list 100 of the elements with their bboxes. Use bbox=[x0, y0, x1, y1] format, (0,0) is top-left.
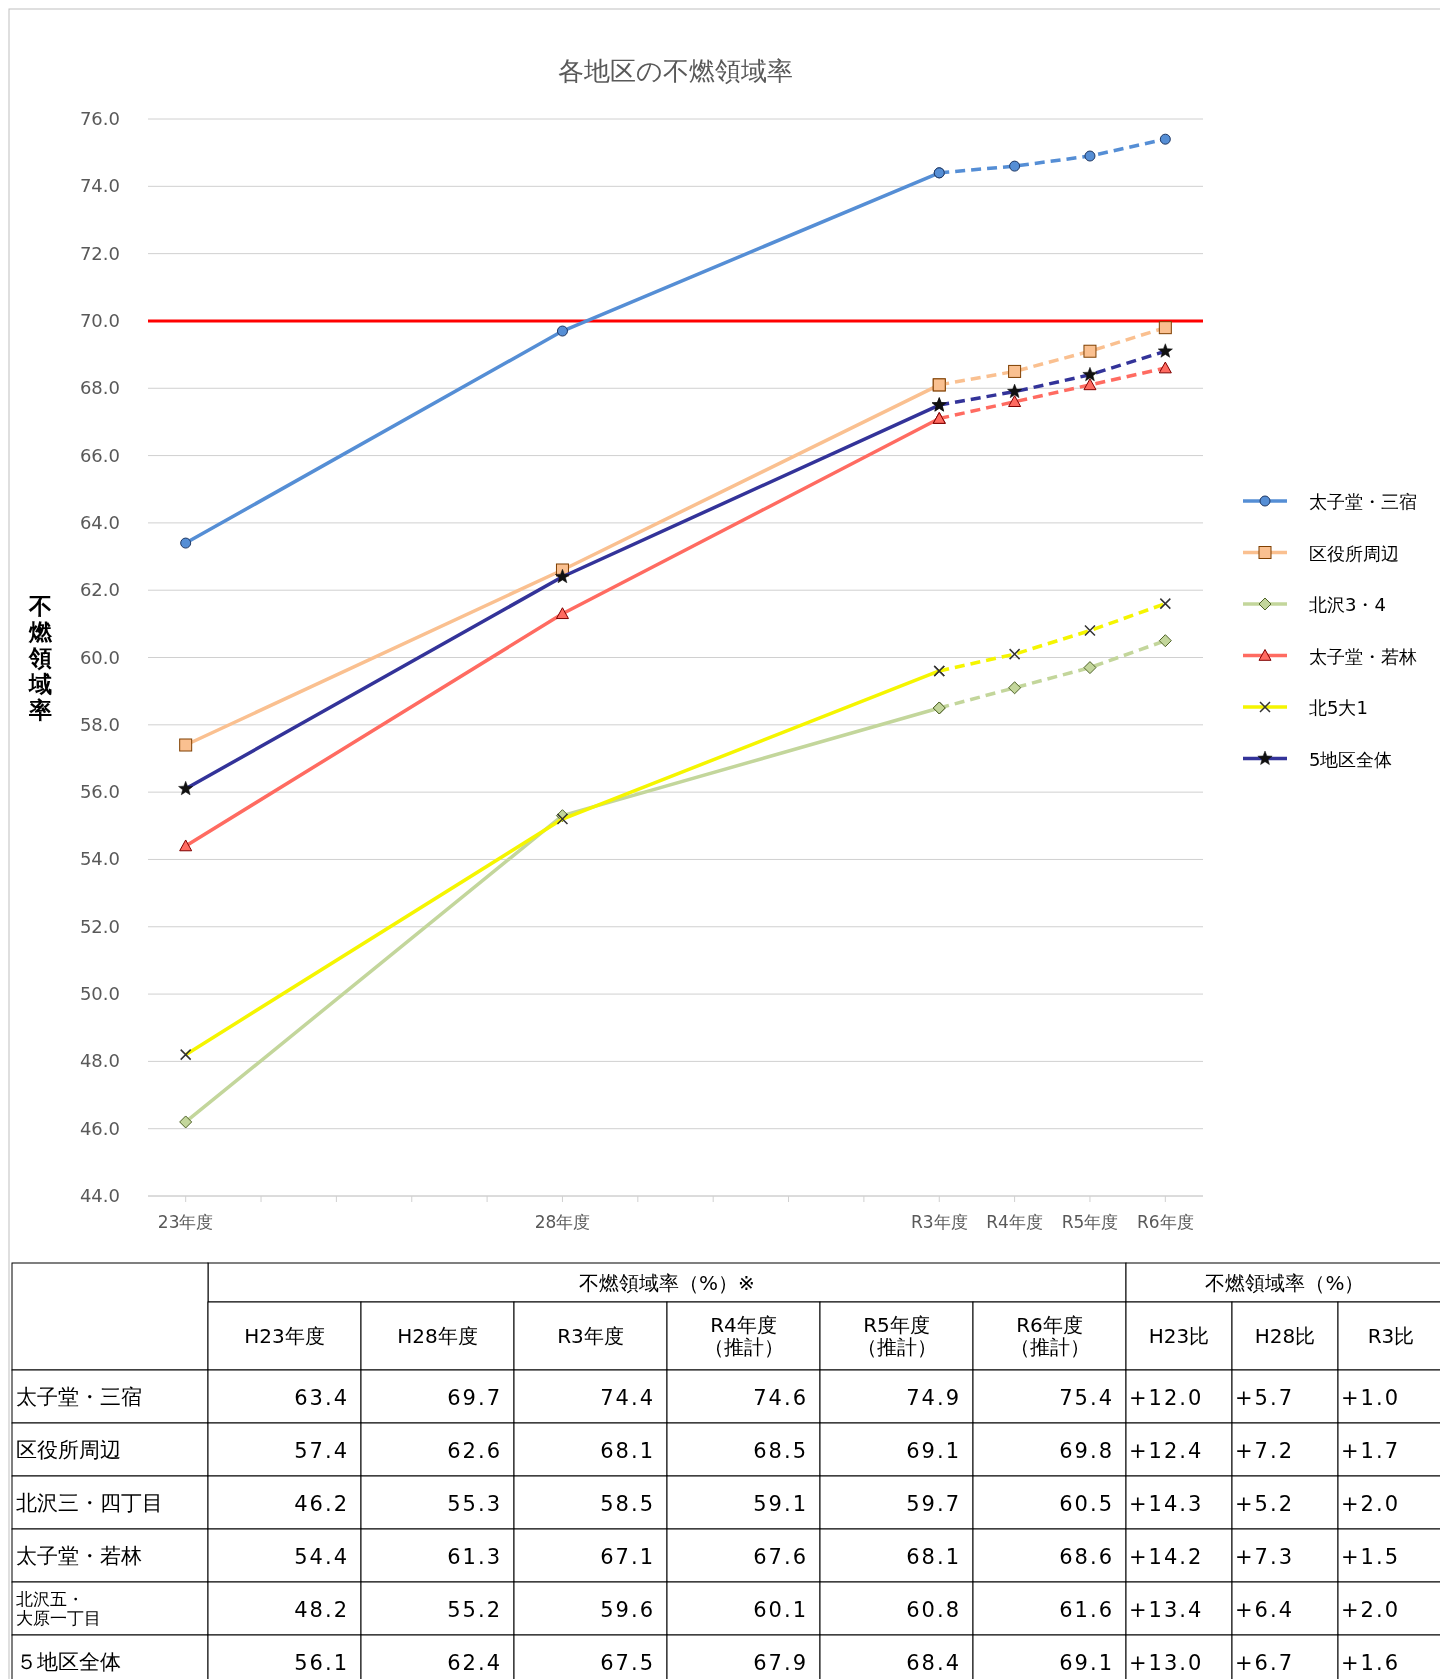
y-tick-label: 74.0 bbox=[79, 175, 120, 197]
data-label: 54.4 bbox=[294, 1544, 349, 1569]
y-tick-label: 58.0 bbox=[79, 713, 120, 735]
data-label: 61.6 bbox=[1059, 1597, 1114, 1622]
data-label: +12.4 bbox=[1129, 1438, 1204, 1463]
legend-label: 北沢3・4 bbox=[1309, 594, 1386, 615]
data-label: 57.4 bbox=[294, 1438, 349, 1463]
data-label: +2.0 bbox=[1341, 1597, 1400, 1622]
data-label: +12.0 bbox=[1129, 1385, 1204, 1410]
legend-label: 区役所周辺 bbox=[1309, 542, 1399, 564]
x-tick-label: R6年度 bbox=[1137, 1212, 1194, 1232]
data-label: +14.2 bbox=[1129, 1544, 1204, 1569]
x-tick-label: R4年度 bbox=[986, 1212, 1043, 1232]
data-label: +1.6 bbox=[1341, 1650, 1400, 1675]
data-label: 74.9 bbox=[906, 1385, 961, 1410]
data-label: 60.8 bbox=[906, 1597, 961, 1622]
y-tick-label: 54.0 bbox=[79, 848, 120, 870]
data-label: +1.0 bbox=[1341, 1385, 1400, 1410]
y-tick-label: 76.0 bbox=[79, 108, 120, 129]
y-tick-label: 北沢五・大原一丁目 bbox=[16, 1589, 101, 1628]
legend-label: 太子堂・三宿 bbox=[1309, 491, 1417, 512]
data-label: 68.5 bbox=[753, 1438, 808, 1463]
data-label: +6.4 bbox=[1235, 1597, 1294, 1622]
y-tick-label: ５地区全体 bbox=[16, 1649, 121, 1674]
data-label: +2.0 bbox=[1341, 1491, 1400, 1516]
data-label: 69.1 bbox=[1059, 1650, 1114, 1675]
data-label: 59.6 bbox=[600, 1597, 655, 1622]
data-label: 48.2 bbox=[294, 1597, 349, 1622]
data-label: 46.2 bbox=[294, 1491, 349, 1516]
y-tick-label: 太子堂・三宿 bbox=[16, 1384, 142, 1409]
data-label: 68.6 bbox=[1059, 1544, 1114, 1569]
legend-label: 太子堂・若林 bbox=[1309, 645, 1417, 667]
data-label: 67.9 bbox=[753, 1650, 808, 1675]
data-label: 69.7 bbox=[447, 1385, 502, 1410]
x-tick-label: H23比 bbox=[1148, 1324, 1210, 1348]
data-label: +13.4 bbox=[1129, 1597, 1204, 1622]
data-label: 55.2 bbox=[447, 1597, 502, 1622]
x-tick-label: R3年度 bbox=[557, 1324, 624, 1348]
y-tick-label: 56.0 bbox=[79, 781, 120, 803]
legend-label: 北5大1 bbox=[1309, 697, 1368, 718]
data-label: 68.1 bbox=[906, 1544, 961, 1569]
x-tick-label: 28年度 bbox=[534, 1212, 591, 1232]
data-label: 67.5 bbox=[600, 1650, 655, 1675]
y-tick-label: 北沢三・四丁目 bbox=[16, 1490, 163, 1515]
y-tick-label: 太子堂・若林 bbox=[16, 1543, 142, 1568]
data-label: 56.1 bbox=[294, 1650, 349, 1675]
data-label: 69.8 bbox=[1059, 1438, 1114, 1463]
data-label: 68.4 bbox=[906, 1650, 961, 1675]
data-label: 69.1 bbox=[906, 1438, 961, 1463]
data-label: +13.0 bbox=[1129, 1650, 1204, 1675]
x-tick-label: 23年度 bbox=[157, 1212, 214, 1232]
y-tick-label: 52.0 bbox=[79, 915, 120, 937]
y-axis-title: 不燃領域率 bbox=[27, 592, 53, 723]
y-tick-label: 62.0 bbox=[79, 579, 120, 601]
x-tick-label: R5年度 bbox=[1061, 1212, 1119, 1232]
y-tick-label: 72.0 bbox=[79, 242, 120, 264]
y-tick-label: 46.0 bbox=[79, 1117, 120, 1139]
data-label: 63.4 bbox=[294, 1385, 349, 1410]
data-label: 60.5 bbox=[1059, 1491, 1114, 1516]
y-tick-label: 48.0 bbox=[79, 1050, 120, 1072]
y-tick-label: 68.0 bbox=[79, 377, 120, 399]
data-label: 74.4 bbox=[600, 1385, 655, 1410]
x-tick-label: H28年度 bbox=[397, 1324, 478, 1348]
y-tick-label: 44.0 bbox=[79, 1185, 120, 1206]
x-tick-label: H28比 bbox=[1254, 1324, 1316, 1348]
y-tick-label: 50.0 bbox=[79, 983, 120, 1005]
y-tick-label: 70.0 bbox=[79, 309, 120, 331]
x-tick-label: R5年度（推計） bbox=[856, 1313, 937, 1359]
data-label: +6.7 bbox=[1235, 1650, 1294, 1675]
data-label: +14.3 bbox=[1129, 1491, 1204, 1516]
data-label: +5.7 bbox=[1235, 1385, 1294, 1410]
data-label: 59.7 bbox=[906, 1491, 961, 1516]
x-tick-label: H23年度 bbox=[244, 1324, 325, 1348]
text: 不燃領域率（%） bbox=[1205, 1271, 1365, 1295]
x-tick-label: R4年度（推計） bbox=[703, 1313, 784, 1359]
data-label: +7.2 bbox=[1235, 1438, 1294, 1463]
data-label: 67.6 bbox=[753, 1544, 808, 1569]
y-tick-label: 60.0 bbox=[79, 646, 120, 668]
data-label: 62.4 bbox=[447, 1650, 502, 1675]
data-label: 58.5 bbox=[600, 1491, 655, 1516]
data-label: 67.1 bbox=[600, 1544, 655, 1569]
data-label: 68.1 bbox=[600, 1438, 655, 1463]
data-label: 74.6 bbox=[753, 1385, 808, 1410]
text: 不燃領域率（%）※ bbox=[579, 1271, 755, 1295]
chart-title: 各地区の不燃領域率 bbox=[558, 56, 793, 86]
x-tick-label: R6年度（推計） bbox=[1009, 1313, 1090, 1359]
data-label: +1.5 bbox=[1341, 1544, 1400, 1569]
data-label: 60.1 bbox=[753, 1597, 808, 1622]
x-tick-label: R3年度 bbox=[910, 1212, 968, 1232]
y-tick-label: 64.0 bbox=[79, 511, 120, 533]
legend-label: 5地区全体 bbox=[1309, 748, 1393, 770]
data-label: 62.6 bbox=[447, 1438, 502, 1463]
data-label: +5.2 bbox=[1235, 1491, 1294, 1516]
y-tick-label: 66.0 bbox=[79, 444, 120, 466]
data-label: 59.1 bbox=[753, 1491, 808, 1516]
x-tick-label: R3比 bbox=[1367, 1324, 1415, 1348]
data-label: 61.3 bbox=[447, 1544, 502, 1569]
data-label: +1.7 bbox=[1341, 1438, 1400, 1463]
y-tick-label: 区役所周辺 bbox=[16, 1437, 121, 1462]
data-label: 55.3 bbox=[447, 1491, 502, 1516]
